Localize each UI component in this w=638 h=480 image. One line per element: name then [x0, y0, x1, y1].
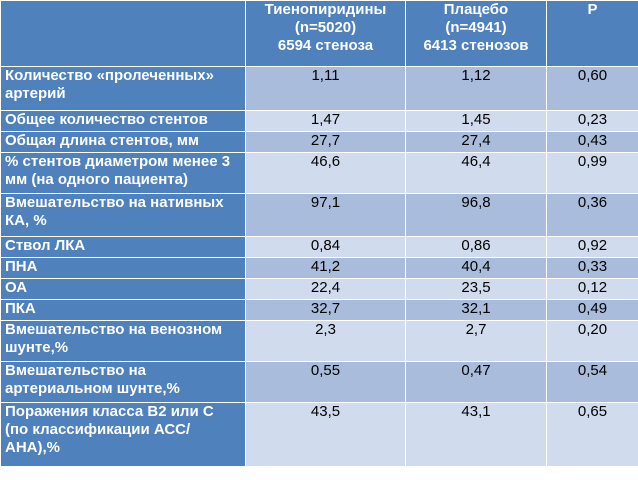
thienopyridines-value: 2,3 — [245, 320, 406, 362]
row-label: Количество «пролеченных» артерий — [0, 66, 246, 111]
table-row: Поражения класса В2 или С (по классифика… — [0, 402, 638, 467]
thienopyridines-value: 41,2 — [245, 257, 406, 279]
p-value: 0,92 — [546, 236, 638, 258]
p-value: 0,60 — [546, 66, 638, 111]
p-value: 0,43 — [546, 131, 638, 153]
row-label: ОА — [0, 278, 246, 300]
placebo-value: 1,45 — [405, 110, 547, 132]
placebo-value: 1,12 — [405, 66, 547, 111]
header-placebo-n: (n=4941) — [445, 19, 507, 36]
table-row: Общая длина стентов, мм 27,7 27,4 0,43 — [0, 131, 638, 153]
table-row: Вмешательство на венозном шунте,% 2,3 2,7 0… — [0, 320, 638, 362]
table-row: Вмешательство на артериальном шунте,% 0,5… — [0, 361, 638, 403]
thienopyridines-value: 46,6 — [245, 152, 406, 194]
header-row: Тиенопиридины (n=5020) 6594 стеноза Плац… — [0, 0, 638, 67]
p-value: 0,99 — [546, 152, 638, 194]
header-blank-cell — [0, 0, 246, 67]
header-placebo-stenoses: 6413 стенозов — [423, 37, 529, 54]
placebo-value: 2,7 — [405, 320, 547, 362]
table-row: Ствол ЛКА 0,84 0,86 0,92 — [0, 236, 638, 258]
placebo-value: 0,86 — [405, 236, 547, 258]
p-value: 0,54 — [546, 361, 638, 403]
table-row: Количество «пролеченных» артерий 1,11 1,12… — [0, 66, 638, 111]
thienopyridines-value: 1,47 — [245, 110, 406, 132]
p-value: 0,49 — [546, 299, 638, 321]
row-label: ПКА — [0, 299, 246, 321]
row-label: Вмешательство на венозном шунте,% — [0, 320, 246, 362]
thienopyridines-value: 27,7 — [245, 131, 406, 153]
row-label: Ствол ЛКА — [0, 236, 246, 258]
p-value: 0,23 — [546, 110, 638, 132]
row-label: Вмешательство на артериальном шунте,% — [0, 361, 246, 403]
placebo-value: 43,1 — [405, 402, 547, 467]
row-label: Общая длина стентов, мм — [0, 131, 246, 153]
row-label: ПНА — [0, 257, 246, 279]
placebo-value: 27,4 — [405, 131, 547, 153]
thienopyridines-value: 32,7 — [245, 299, 406, 321]
thienopyridines-value: 97,1 — [245, 193, 406, 237]
row-label: % стентов диаметром менее 3 мм (на одног… — [0, 152, 246, 194]
thienopyridines-value: 0,84 — [245, 236, 406, 258]
thienopyridines-value: 1,11 — [245, 66, 406, 111]
table-row: Общее количество стентов 1,47 1,45 0,23 — [0, 110, 638, 132]
header-thienopyridines-name: Тиенопиридины — [264, 1, 387, 19]
table-row: ПКА 32,7 32,1 0,49 — [0, 299, 638, 321]
placebo-value: 0,47 — [405, 361, 547, 403]
row-label: Поражения класса В2 или С (по классифика… — [0, 402, 246, 467]
table-body: Количество «пролеченных» артерий 1,11 1,12… — [0, 66, 638, 467]
table-row: ОА 22,4 23,5 0,12 — [0, 278, 638, 300]
thienopyridines-value: 0,55 — [245, 361, 406, 403]
placebo-value: 32,1 — [405, 299, 547, 321]
header-thienopyridines-n: (n=5020) — [294, 19, 357, 36]
row-label: Вмешательство на нативных КА, % — [0, 193, 246, 237]
placebo-value: 46,4 — [405, 152, 547, 194]
table-row: ПНА 41,2 40,4 0,33 — [0, 257, 638, 279]
table-row: Вмешательство на нативных КА, % 97,1 96,8 0… — [0, 193, 638, 237]
thienopyridines-value: 22,4 — [245, 278, 406, 300]
header-placebo: Плацебо (n=4941) 6413 стенозов — [405, 0, 547, 67]
placebo-value: 96,8 — [405, 193, 547, 237]
header-p-value: P — [546, 0, 638, 67]
placebo-value: 23,5 — [405, 278, 547, 300]
placebo-value: 40,4 — [405, 257, 547, 279]
p-value: 0,65 — [546, 402, 638, 467]
header-thienopyridines: Тиенопиридины (n=5020) 6594 стеноза — [245, 0, 406, 67]
table-row: % стентов диаметром менее 3 мм (на одног… — [0, 152, 638, 194]
p-value: 0,36 — [546, 193, 638, 237]
header-thienopyridines-stenoses: 6594 стеноза — [277, 37, 374, 54]
p-value: 0,12 — [546, 278, 638, 300]
row-label: Общее количество стентов — [0, 110, 246, 132]
p-value: 0,20 — [546, 320, 638, 362]
thienopyridines-value: 43,5 — [245, 402, 406, 467]
p-value: 0,33 — [546, 257, 638, 279]
results-table: Тиенопиридины (n=5020) 6594 стеноза Плац… — [0, 0, 638, 467]
header-placebo-name: Плацебо — [443, 1, 509, 19]
